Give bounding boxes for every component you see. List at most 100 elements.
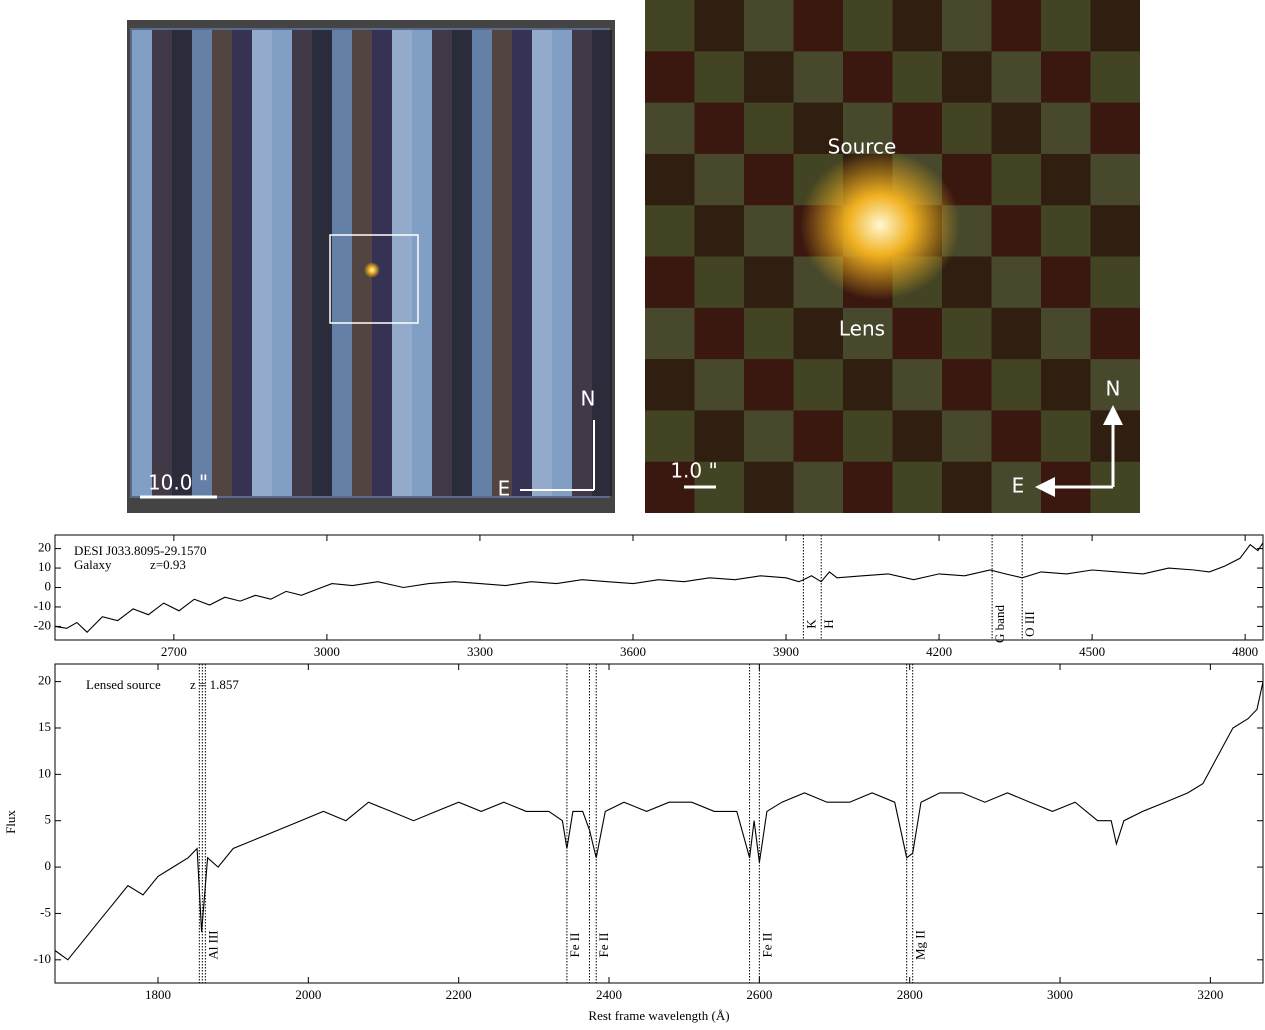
- y-tick-label: 15: [38, 719, 51, 734]
- line-label: Fe II: [567, 933, 582, 958]
- image-pixel: [1041, 102, 1091, 154]
- image-pixel: [744, 153, 794, 206]
- image-pixel: [694, 51, 744, 103]
- zoom-image: 1.0 " Source Lens N E: [645, 0, 1140, 513]
- x-tick-label: 2600: [746, 987, 772, 1002]
- image-pixel: [1090, 153, 1140, 206]
- image-pixel: [645, 410, 695, 462]
- spectrum: [54, 681, 1264, 961]
- image-pixel: [744, 51, 794, 103]
- image-pixel: [892, 0, 942, 52]
- image-stripe: [332, 30, 352, 496]
- line-label: Al III: [205, 930, 220, 959]
- object-label: Galaxy: [74, 557, 112, 572]
- x-tick-label: 4800: [1232, 644, 1258, 659]
- image-pixel: [793, 0, 843, 52]
- image-stripe: [172, 30, 192, 496]
- x-tick-label: 3200: [1197, 987, 1223, 1002]
- arrow-head: [1103, 405, 1123, 425]
- image-pixel: [991, 102, 1041, 154]
- image-pixel: [1041, 153, 1091, 206]
- image-pixel: [991, 256, 1041, 308]
- zoom-box: [329, 234, 419, 324]
- image-stripe: [392, 30, 412, 496]
- image-pixel: [744, 205, 794, 257]
- scale-label: 1.0 ": [670, 459, 717, 483]
- image-stripe: [412, 30, 432, 496]
- image-pixel: [991, 359, 1041, 411]
- redshift-label: z = 1.857: [190, 677, 239, 692]
- y-tick-label: 5: [45, 812, 52, 827]
- image-stripe: [352, 30, 372, 496]
- image-pixel: [942, 256, 992, 308]
- image-pixel: [843, 410, 893, 462]
- image-stripe: [212, 30, 232, 496]
- y-tick-label: -10: [34, 598, 51, 613]
- y-tick-label: -10: [34, 951, 51, 966]
- image-pixel: [793, 51, 843, 103]
- y-tick-label: 10: [38, 765, 51, 780]
- scale-label: 10.0 ": [148, 471, 208, 495]
- image-pixel: [645, 256, 695, 308]
- image-stripe: [472, 30, 492, 496]
- image-pixel: [1090, 256, 1140, 308]
- image-stripe: [252, 30, 272, 496]
- source-blob: [800, 150, 960, 300]
- image-pixel: [942, 307, 992, 360]
- east-label: E: [1012, 474, 1025, 498]
- image-stripe: [512, 30, 532, 496]
- image-pixel: [645, 102, 695, 154]
- plot-frame: [54, 534, 1264, 641]
- image-pixel: [942, 410, 992, 462]
- chart-title: Lensed source: [86, 677, 161, 692]
- image-pixel: [694, 359, 744, 411]
- image-stripe: [132, 30, 152, 496]
- image-pixel: [744, 102, 794, 154]
- y-tick-label: -20: [34, 617, 51, 632]
- image-pixel: [843, 359, 893, 411]
- image-pixel: [645, 153, 695, 206]
- image-pixel: [744, 0, 794, 52]
- image-pixel: [843, 51, 893, 103]
- image-pixel: [744, 410, 794, 462]
- image-pixel: [892, 307, 942, 360]
- image-pixel: [991, 51, 1041, 103]
- image-pixel: [744, 461, 794, 513]
- image-pixel: [991, 307, 1041, 360]
- image-pixel: [991, 461, 1041, 513]
- image-pixel: [892, 461, 942, 513]
- source-label: Source: [828, 135, 897, 159]
- spectrum: [54, 542, 1264, 633]
- image-pixel: [744, 359, 794, 411]
- image-stripe: [312, 30, 332, 496]
- y-tick-label: 20: [38, 673, 51, 688]
- chart-title: DESI J033.8095-29.1570: [74, 543, 207, 558]
- image-pixel: [991, 410, 1041, 462]
- image-stripe: [192, 30, 212, 496]
- x-tick-label: 4200: [926, 644, 952, 659]
- image-pixel: [793, 359, 843, 411]
- image-pixel: [1041, 205, 1091, 257]
- image-pixel: [645, 307, 695, 360]
- image-stripe: [432, 30, 452, 496]
- image-pixel: [694, 410, 744, 462]
- image-pixel: [744, 256, 794, 308]
- image-pixel: [1090, 359, 1140, 411]
- image-pixel: [694, 102, 744, 154]
- x-tick-label: 2800: [897, 987, 923, 1002]
- image-pixel: [744, 307, 794, 360]
- image-stripe: [452, 30, 472, 496]
- image-pixel: [694, 153, 744, 206]
- image-pixel: [1090, 102, 1140, 154]
- image-pixel: [843, 102, 893, 154]
- image-pixel: [1041, 51, 1091, 103]
- image-pixel: [1041, 0, 1091, 52]
- x-tick-label: 3600: [620, 644, 646, 659]
- image-stripe: [232, 30, 252, 496]
- arrow-head: [1035, 477, 1055, 497]
- x-tick-label: 3300: [467, 644, 493, 659]
- x-tick-label: 2700: [161, 644, 187, 659]
- image-pixel: [843, 307, 893, 360]
- redshift-label: z=0.93: [150, 557, 186, 572]
